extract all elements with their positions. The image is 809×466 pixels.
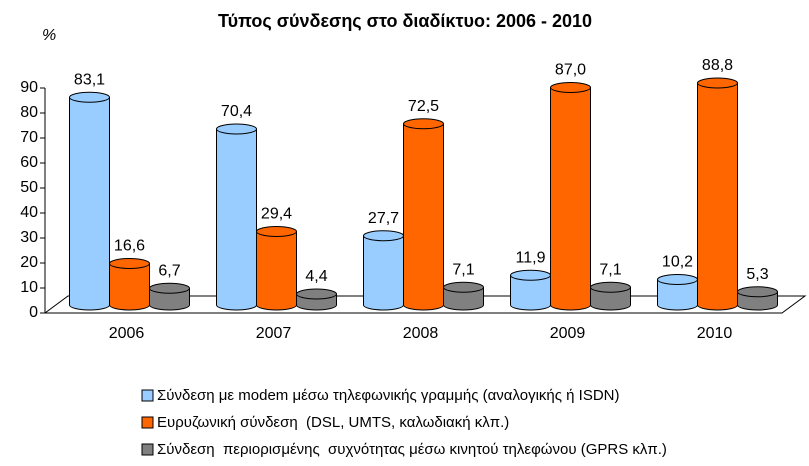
- y-tick-label: 70: [20, 129, 38, 146]
- bar: [697, 82, 738, 311]
- y-tick-label: 10: [20, 279, 38, 296]
- bar: [443, 286, 484, 311]
- bar-top: [657, 274, 698, 285]
- bar-top: [69, 91, 110, 103]
- data-label: 87,0: [555, 62, 586, 79]
- bar-top: [149, 282, 190, 294]
- y-tick-label: 50: [20, 179, 38, 196]
- y-tick-label: 90: [20, 79, 38, 96]
- bar-top: [550, 82, 591, 93]
- data-label: 27,7: [368, 210, 399, 227]
- bar-top: [296, 288, 337, 300]
- bar: [109, 263, 150, 311]
- legend-swatch: [141, 416, 154, 429]
- data-label: 10,2: [662, 254, 693, 271]
- data-label: 83,1: [74, 71, 105, 88]
- bar: [403, 123, 444, 311]
- x-tick-label: 2010: [697, 325, 733, 342]
- bar-top: [109, 258, 150, 269]
- bar-top: [697, 77, 738, 89]
- x-tick-label: 2008: [403, 325, 439, 342]
- y-axis-label: %: [42, 27, 56, 44]
- bar: [149, 287, 190, 311]
- data-label: 4,4: [305, 268, 327, 285]
- bar: [363, 235, 404, 311]
- bar-top: [510, 269, 551, 281]
- bar-top: [403, 118, 444, 130]
- data-label: 5,3: [746, 266, 768, 283]
- y-tick-label: 60: [20, 154, 38, 171]
- y-tick-label: 40: [20, 204, 38, 221]
- bar-top: [363, 230, 404, 242]
- legend-label: Σύνδεση με modem μέσω τηλεφωνικής γραμμή…: [157, 387, 620, 404]
- legend-swatch: [141, 443, 154, 456]
- x-tick-label: 2006: [109, 325, 145, 342]
- bar-top: [256, 226, 297, 237]
- bar: [216, 128, 257, 311]
- data-label: 70,4: [221, 103, 252, 120]
- y-tick-label: 20: [20, 254, 38, 271]
- y-tick-label: 30: [20, 229, 38, 246]
- data-label: 7,1: [452, 261, 474, 278]
- bar-top: [590, 281, 631, 293]
- bar: [590, 286, 631, 311]
- legend-label: Ευρυζωνική σύνδεση (DSL, UMTS, καλωδιακή…: [157, 414, 509, 431]
- bar-top: [737, 286, 778, 298]
- data-label: 7,1: [599, 261, 621, 278]
- bar-top: [216, 123, 257, 135]
- chart-title: Τύπος σύνδεσης στο διαδίκτυο: 2006 - 201…: [218, 11, 592, 31]
- x-tick-label: 2009: [550, 325, 586, 342]
- y-tick-label: 80: [20, 104, 38, 121]
- bar: [256, 231, 297, 311]
- data-label: 72,5: [408, 98, 439, 115]
- data-label: 29,4: [261, 206, 292, 223]
- x-tick-label: 2007: [256, 325, 292, 342]
- bar: [550, 87, 591, 311]
- bar-top: [443, 281, 484, 293]
- data-label: 88,8: [702, 57, 733, 74]
- data-label: 16,6: [114, 238, 145, 255]
- data-label: 11,9: [516, 249, 546, 266]
- data-label: 6,7: [158, 262, 180, 279]
- y-tick-label: 0: [29, 304, 38, 321]
- legend-swatch: [141, 389, 154, 402]
- bar: [69, 96, 110, 311]
- legend-label: Σύνδεση περιορισμένης συχνότητας μέσω κι…: [157, 441, 667, 458]
